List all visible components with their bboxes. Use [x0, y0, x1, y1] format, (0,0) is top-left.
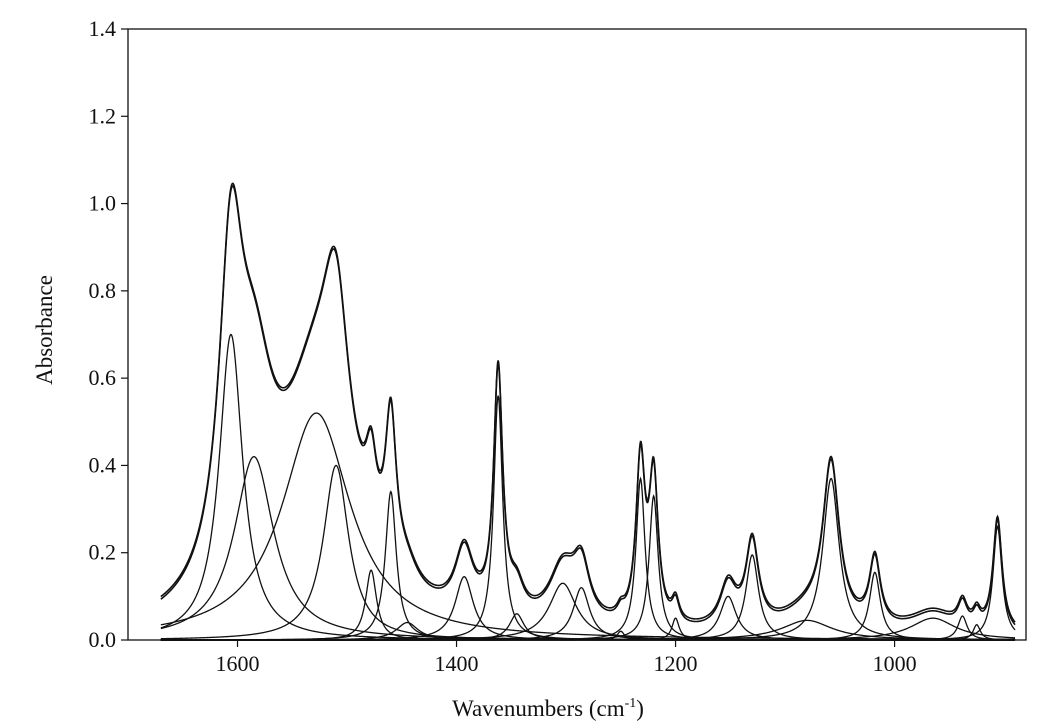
component-peak	[160, 490, 1016, 641]
y-tick-label: 0.2	[89, 540, 117, 565]
y-tick-label: 0.4	[89, 452, 117, 477]
x-tick-label: 1000	[873, 651, 917, 676]
x-axis-ticks: 1600 1400 1200 1000	[216, 640, 917, 676]
y-axis-ticks: 0.0 0.2 0.4 0.6 0.8 1.0 1.2 1.4	[89, 16, 128, 652]
component-peak	[160, 617, 1016, 641]
composite-spectrum	[160, 182, 1016, 626]
y-tick-label: 1.4	[89, 16, 117, 41]
component-peak	[160, 613, 1016, 641]
x-axis-title-text: Wavenumbers (cm	[452, 696, 625, 721]
measured-spectrum-line	[160, 182, 1016, 623]
x-axis-title: Wavenumbers (cm-1)	[452, 696, 644, 721]
component-peak	[160, 476, 1016, 641]
component-peak	[160, 456, 1016, 641]
y-axis-title: Absorbance	[32, 275, 57, 385]
fitted-sum-line	[160, 185, 1016, 626]
component-peak	[160, 617, 1016, 641]
fit-components	[160, 333, 1016, 641]
component-peak	[160, 412, 1016, 640]
y-tick-label: 1.0	[89, 191, 117, 216]
y-tick-label: 0.0	[89, 627, 117, 652]
x-axis-title-sup: -1	[625, 696, 637, 711]
component-peak	[160, 586, 1016, 641]
component-peak	[160, 333, 1016, 641]
component-peak	[160, 477, 1016, 641]
x-tick-label: 1400	[435, 651, 479, 676]
y-tick-label: 0.6	[89, 365, 117, 390]
component-peak	[160, 582, 1016, 641]
x-axis-title-close: )	[636, 696, 644, 721]
component-peak	[160, 525, 1016, 641]
component-peak	[160, 615, 1016, 641]
x-tick-label: 1200	[654, 651, 698, 676]
y-tick-label: 0.8	[89, 278, 117, 303]
y-tick-label: 1.2	[89, 103, 117, 128]
component-peak	[160, 464, 1016, 641]
x-tick-label: 1600	[216, 651, 260, 676]
